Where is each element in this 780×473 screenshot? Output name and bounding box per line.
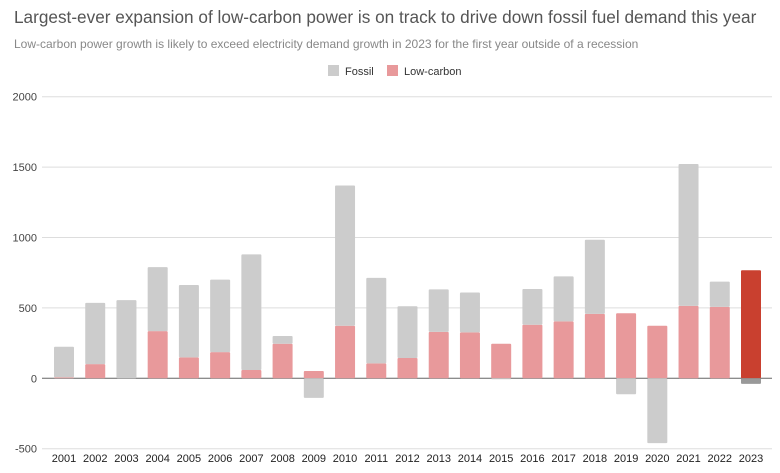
x-tick-label: 2013 bbox=[426, 453, 450, 465]
x-tick-label: 2004 bbox=[145, 453, 169, 465]
bar-fossil-2007 bbox=[241, 254, 262, 370]
y-tick-label: -500 bbox=[15, 444, 37, 456]
x-tick-label: 2007 bbox=[239, 453, 263, 465]
bar-fossil-2009 bbox=[303, 378, 324, 398]
bar-fossil-2017 bbox=[553, 276, 574, 322]
x-tick-label: 2015 bbox=[489, 453, 513, 465]
bar-low-carbon-2021 bbox=[678, 305, 699, 379]
x-tick-label: 2018 bbox=[583, 453, 607, 465]
bar-low-carbon-2008 bbox=[272, 343, 293, 379]
x-tick-label: 2014 bbox=[458, 453, 482, 465]
bar-fossil-2021 bbox=[678, 164, 699, 306]
x-tick-label: 2003 bbox=[114, 453, 138, 465]
x-tick-label: 2017 bbox=[551, 453, 575, 465]
bar-low-carbon-2012 bbox=[397, 358, 418, 379]
x-tick-label: 2010 bbox=[333, 453, 357, 465]
bar-low-carbon-2015 bbox=[491, 343, 512, 379]
bar-fossil-2018 bbox=[584, 239, 605, 314]
x-tick-label: 2019 bbox=[614, 453, 638, 465]
bar-low-carbon-2010 bbox=[335, 325, 356, 379]
bar-fossil-2022 bbox=[709, 281, 730, 307]
y-tick-label: 0 bbox=[31, 373, 37, 385]
bar-fossil-2012 bbox=[397, 306, 418, 359]
bar-low-carbon-2018 bbox=[584, 313, 605, 379]
bar-low-carbon-2005 bbox=[178, 357, 199, 379]
bar-low-carbon-2011 bbox=[366, 363, 387, 379]
bar-fossil-2014 bbox=[459, 292, 480, 333]
x-tick-label: 2008 bbox=[270, 453, 294, 465]
bar-fossil-2019 bbox=[616, 378, 637, 395]
bar-low-carbon-2019 bbox=[616, 313, 637, 379]
bar-low-carbon-2007 bbox=[241, 369, 262, 379]
x-tick-label: 2006 bbox=[208, 453, 232, 465]
bar-fossil-2015 bbox=[491, 378, 512, 380]
bar-fossil-2003 bbox=[116, 300, 137, 379]
y-tick-label: 1500 bbox=[13, 162, 37, 174]
x-tick-label: 2016 bbox=[520, 453, 544, 465]
y-tick-label: 500 bbox=[19, 303, 37, 315]
x-tick-label: 2023 bbox=[739, 453, 763, 465]
bar-fossil-2013 bbox=[428, 289, 449, 332]
bar-fossil-2002 bbox=[85, 302, 106, 365]
y-tick-label: 1000 bbox=[13, 233, 37, 245]
bar-fossil-2010 bbox=[335, 185, 356, 326]
bar-fossil-2006 bbox=[210, 279, 231, 353]
chart-title: Largest-ever expansion of low-carbon pow… bbox=[14, 7, 757, 27]
bar-fossil-2016 bbox=[522, 289, 543, 325]
bar-fossil-2011 bbox=[366, 277, 387, 364]
x-tick-label: 2002 bbox=[83, 453, 107, 465]
x-tick-label: 2009 bbox=[302, 453, 326, 465]
bar-fossil-2020 bbox=[647, 378, 668, 444]
x-tick-label: 2001 bbox=[52, 453, 76, 465]
legend-label-low-carbon: Low-carbon bbox=[404, 66, 461, 78]
legend-swatch-fossil bbox=[328, 65, 339, 76]
x-tick-label: 2021 bbox=[676, 453, 700, 465]
x-tick-label: 2005 bbox=[177, 453, 201, 465]
x-tick-label: 2011 bbox=[364, 453, 388, 465]
bar-low-carbon-2023 bbox=[741, 270, 761, 379]
bar-low-carbon-2004 bbox=[147, 331, 168, 379]
chart-subtitle: Low-carbon power growth is likely to exc… bbox=[14, 37, 639, 51]
legend-swatch-low-carbon bbox=[387, 65, 398, 76]
bar-low-carbon-2013 bbox=[428, 331, 449, 379]
bar-fossil-2005 bbox=[178, 284, 199, 358]
bar-low-carbon-2001 bbox=[54, 377, 74, 379]
bar-low-carbon-2014 bbox=[459, 332, 480, 379]
bar-low-carbon-2017 bbox=[553, 321, 574, 379]
bar-low-carbon-2009 bbox=[303, 370, 324, 379]
bar-low-carbon-2022 bbox=[709, 306, 730, 379]
bar-low-carbon-2016 bbox=[522, 324, 543, 379]
bar-fossil-2004 bbox=[147, 267, 168, 332]
bar-fossil-2023 bbox=[741, 378, 761, 384]
x-tick-label: 2020 bbox=[645, 453, 669, 465]
bar-low-carbon-2006 bbox=[210, 352, 231, 379]
legend-label-fossil: Fossil bbox=[345, 66, 374, 78]
x-tick-label: 2022 bbox=[708, 453, 732, 465]
bar-fossil-2008 bbox=[272, 336, 293, 344]
x-tick-label: 2012 bbox=[395, 453, 419, 465]
bar-fossil-2001 bbox=[54, 346, 74, 378]
y-tick-label: 2000 bbox=[13, 92, 37, 104]
bar-low-carbon-2020 bbox=[647, 325, 668, 379]
bar-low-carbon-2002 bbox=[85, 364, 106, 379]
